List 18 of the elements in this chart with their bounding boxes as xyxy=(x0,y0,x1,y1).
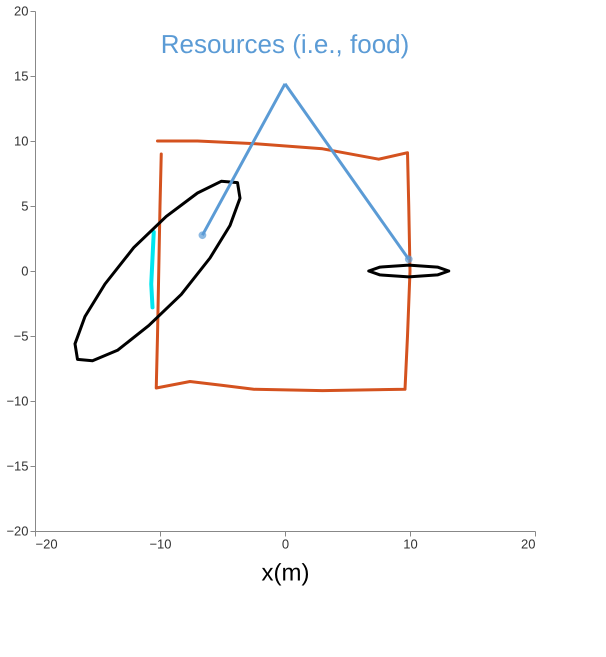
x-tick-label: 20 xyxy=(521,536,536,552)
y-tick-label: −15 xyxy=(6,458,28,474)
x-tick-label: −20 xyxy=(36,536,58,552)
x-tick-label: 10 xyxy=(403,536,418,552)
y-tick-label: 0 xyxy=(21,264,28,278)
annotation: Resources (i.e., food) xyxy=(160,28,410,59)
y-tick-label: 5 xyxy=(21,198,28,214)
x-tick-label: −10 xyxy=(149,536,172,552)
y-tick-label: −10 xyxy=(6,394,28,408)
line-series xyxy=(149,230,156,310)
y-tick-label: −5 xyxy=(14,328,28,344)
y-tick-label: 10 xyxy=(14,134,28,148)
y-tick-label: 15 xyxy=(14,68,28,84)
line-series xyxy=(154,140,412,392)
y-tick-label: 20 xyxy=(14,4,28,18)
y-tick-label: −20 xyxy=(6,524,28,538)
x-axis-title: x(m) xyxy=(262,560,310,586)
x-tick-label: 0 xyxy=(282,536,290,552)
